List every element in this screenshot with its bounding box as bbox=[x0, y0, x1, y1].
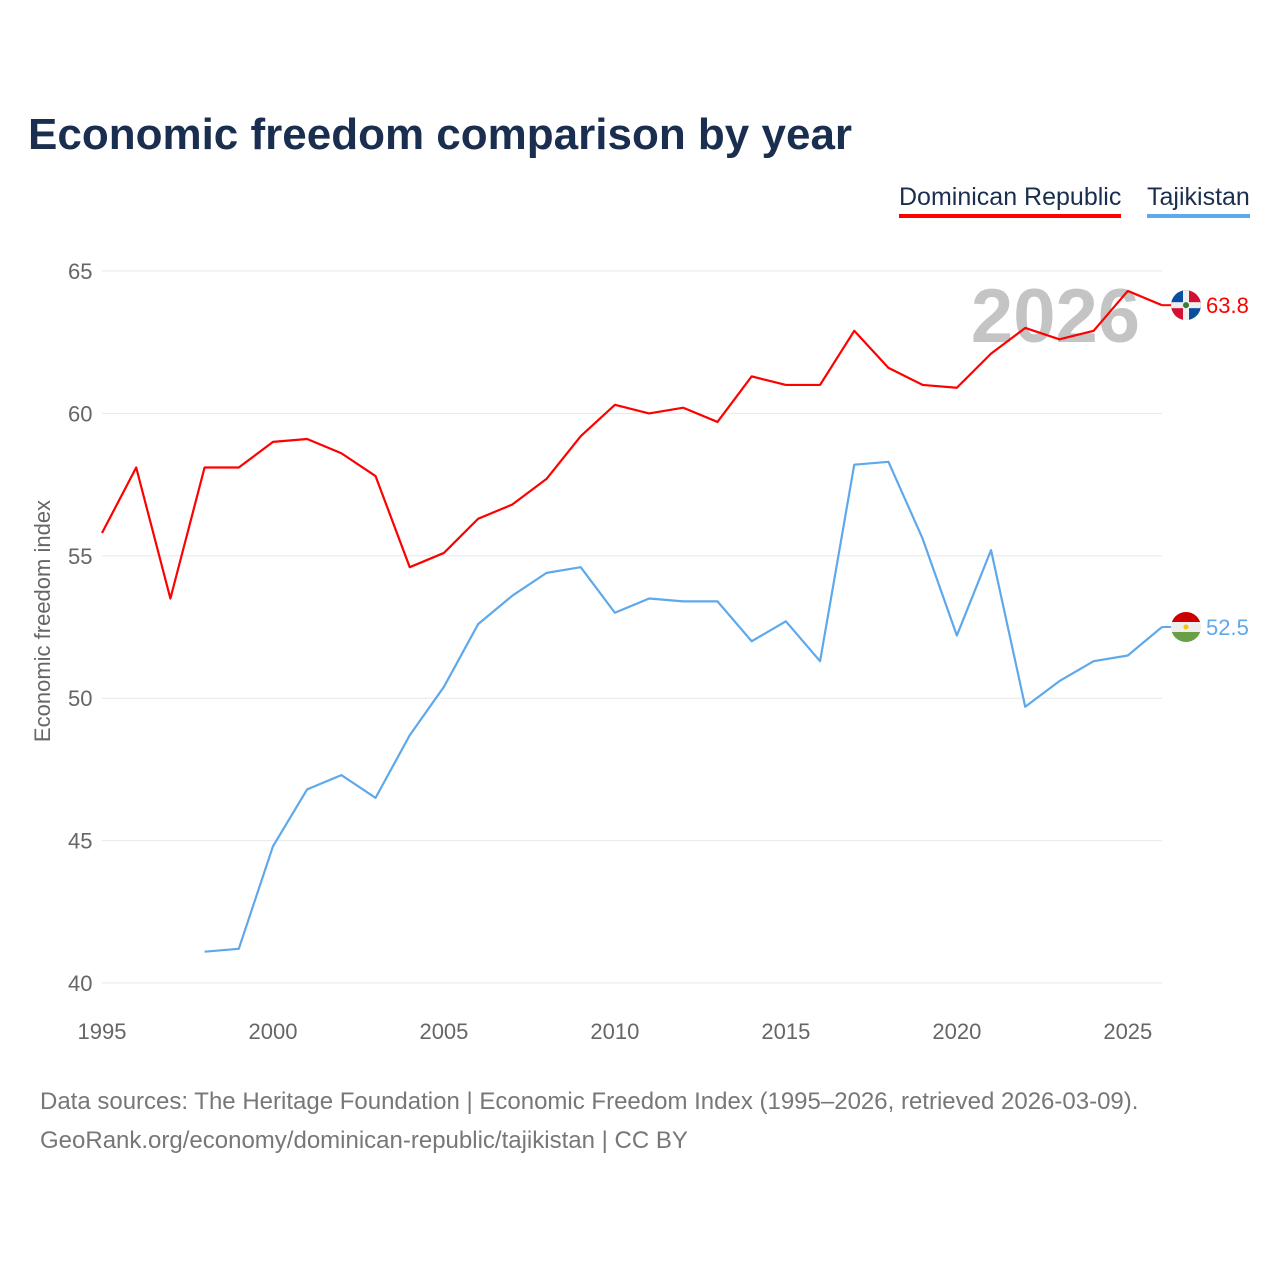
flag-part bbox=[1171, 632, 1201, 642]
chart-title: Economic freedom comparison by year bbox=[28, 110, 853, 159]
flag-part bbox=[1183, 624, 1189, 630]
y-tick-label: 50 bbox=[68, 686, 92, 711]
y-tick-label: 65 bbox=[68, 259, 92, 284]
x-tick-label: 2010 bbox=[590, 1019, 639, 1044]
end-value-label: 63.8 bbox=[1206, 293, 1249, 318]
y-tick-label: 55 bbox=[68, 544, 92, 569]
legend-dominican-republic[interactable]: Dominican Republic bbox=[899, 183, 1122, 218]
y-tick-label: 40 bbox=[68, 971, 92, 996]
flag-part bbox=[1183, 302, 1189, 309]
y-tick-label: 45 bbox=[68, 829, 92, 854]
legend-tajikistan[interactable]: Tajikistan bbox=[1147, 183, 1250, 218]
y-axis-label: Economic freedom index bbox=[30, 500, 55, 742]
x-tick-label: 1995 bbox=[78, 1019, 127, 1044]
x-tick-label: 2000 bbox=[248, 1019, 297, 1044]
year-watermark: 2026 bbox=[971, 274, 1140, 359]
y-tick-label: 60 bbox=[68, 401, 92, 426]
flag-body bbox=[1171, 290, 1201, 321]
end-value-label: 52.5 bbox=[1206, 615, 1249, 640]
series-line-dominican-republic bbox=[101, 289, 1163, 600]
dominican-republic-flag-icon bbox=[1171, 290, 1201, 321]
x-tick-label: 2020 bbox=[932, 1019, 981, 1044]
x-tick-label: 2005 bbox=[419, 1019, 468, 1044]
series-line-tajikistan bbox=[204, 460, 1163, 953]
x-tick-label: 2025 bbox=[1103, 1019, 1152, 1044]
data-sources: Data sources: The Heritage Foundation | … bbox=[40, 1088, 1139, 1115]
x-tick-label: 2015 bbox=[761, 1019, 810, 1044]
flag-part bbox=[1171, 612, 1201, 622]
tajikistan-flag-icon bbox=[1171, 612, 1201, 642]
flag-body bbox=[1171, 612, 1201, 642]
credit-link[interactable]: GeoRank.org/economy/dominican-republic/t… bbox=[40, 1127, 688, 1154]
